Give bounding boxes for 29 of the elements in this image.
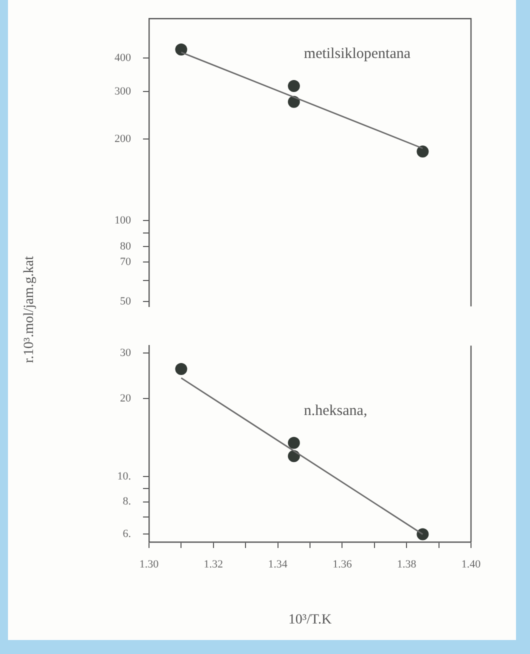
x-tick-label: 1.34 xyxy=(268,558,288,570)
point xyxy=(288,80,300,92)
x-axis-title: 10³/T.K xyxy=(288,612,332,628)
y-tick-label: 400 xyxy=(114,52,132,64)
y-tick-label: 30 xyxy=(120,346,132,359)
x-tick-label: 1.30 xyxy=(139,558,160,570)
y-tick-label: 20 xyxy=(120,392,132,404)
point xyxy=(288,436,300,449)
y-tick-label: 300 xyxy=(114,86,132,98)
y-tick-label: 6. xyxy=(122,528,132,540)
y-tick-label: 10. xyxy=(117,470,132,483)
point xyxy=(416,528,429,540)
x-tick-label: 1.32 xyxy=(204,558,224,570)
x-tick-label: 1.40 xyxy=(461,558,482,570)
x-tick-label: 1.36 xyxy=(332,558,352,570)
y-tick-label: 70 xyxy=(120,256,132,268)
point xyxy=(175,362,188,375)
y-axis-title: r.10³.mol/jam.g.kat xyxy=(22,255,38,366)
y-tick-label: 8. xyxy=(122,496,132,508)
point xyxy=(288,96,300,108)
point xyxy=(175,44,188,56)
series-label: n.heksana, xyxy=(304,402,368,419)
series-label: metilsiklopentana xyxy=(304,46,411,62)
y-tick-label: 100 xyxy=(114,214,132,226)
point xyxy=(416,146,429,158)
y-tick-label: 200 xyxy=(114,133,132,146)
y-tick-label: 80 xyxy=(120,240,132,252)
y-tick-label: 50 xyxy=(120,296,132,308)
x-tick-label: 1.38 xyxy=(396,558,417,570)
